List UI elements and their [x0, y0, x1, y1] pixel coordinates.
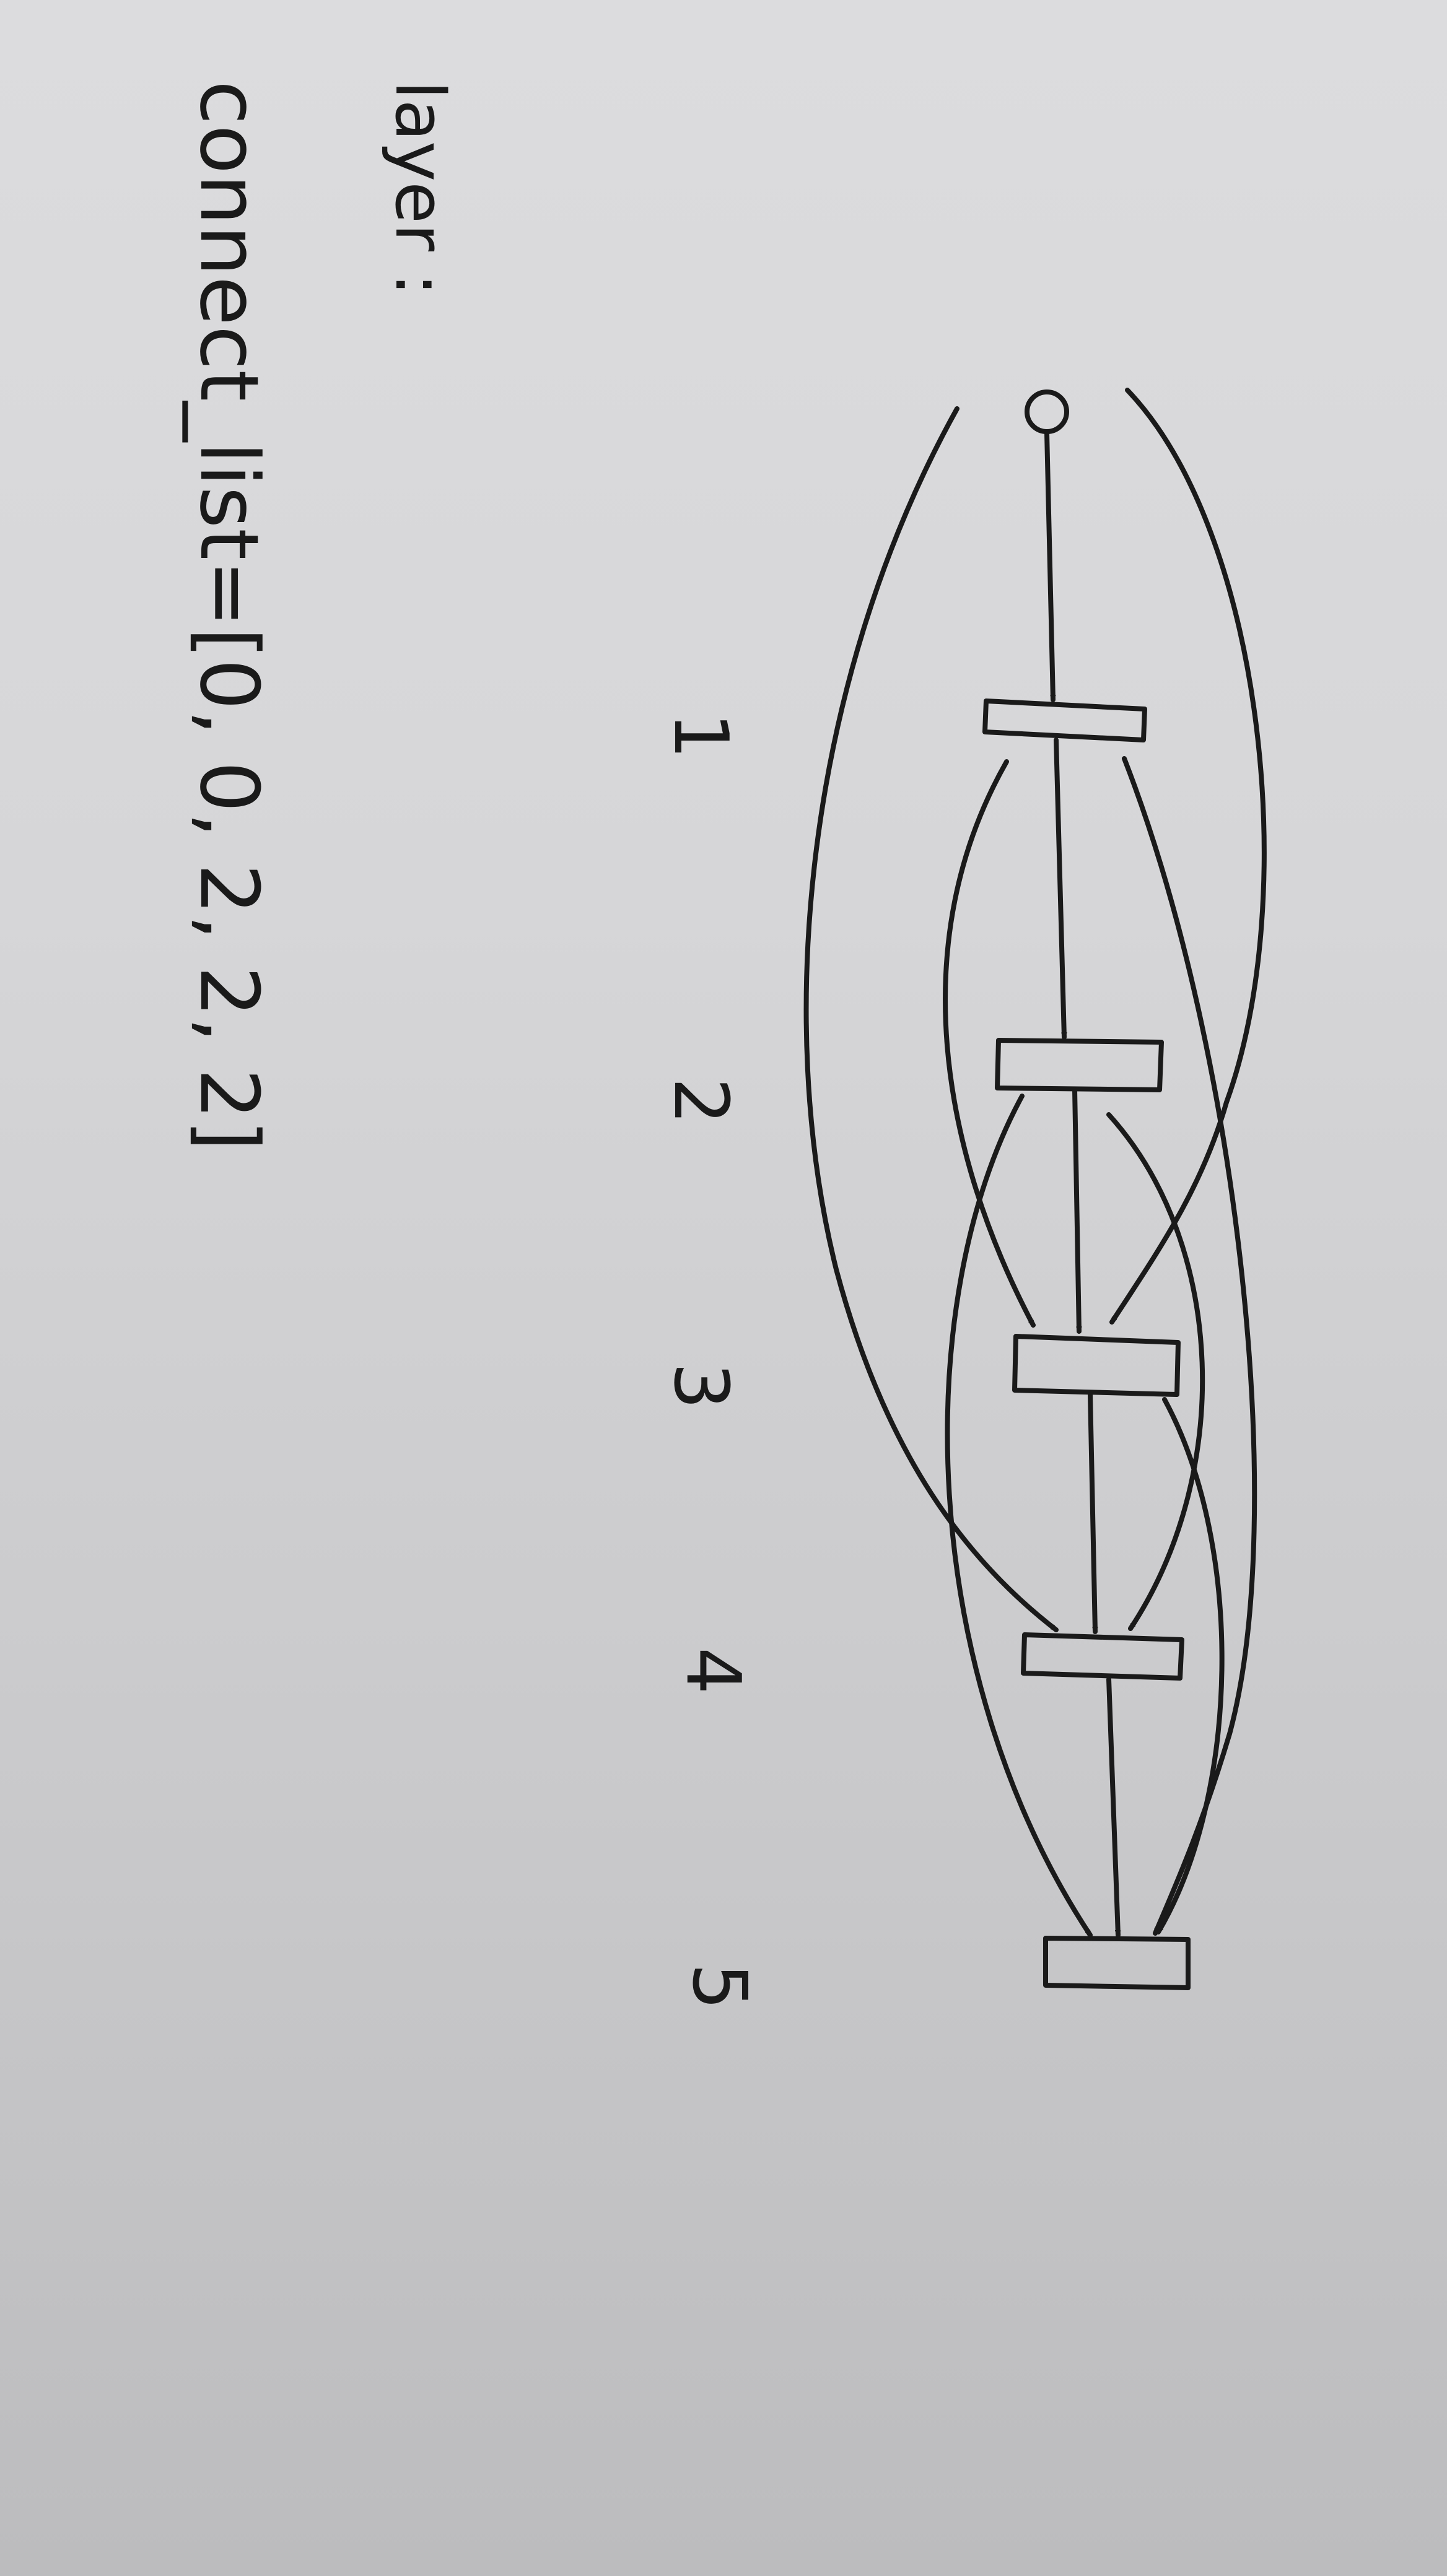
note-heading-group: layer :	[380, 80, 460, 296]
edge-2-to-4	[1106, 1112, 1205, 1631]
layer-label-4: 4	[670, 1647, 756, 1694]
chain-connections	[1044, 431, 1118, 1938]
skip-connections	[803, 388, 1267, 1938]
layer-labels: 1 2 3 4 5	[657, 712, 762, 2010]
layer-label-3: 3	[657, 1362, 743, 1409]
edge-4-to-5	[1106, 1677, 1118, 1938]
layer-boxes	[982, 698, 1191, 1990]
edge-1-to-3	[943, 759, 1036, 1328]
layer-label-2: 2	[657, 1077, 743, 1125]
edge-1-to-5	[1122, 756, 1257, 1936]
edge-input-to-3	[1109, 388, 1267, 1325]
edge-input-to-4	[803, 406, 1059, 1632]
layer-box-3	[1012, 1334, 1181, 1397]
layer-box-5	[1043, 1936, 1191, 1990]
layer-box-2	[995, 1038, 1164, 1092]
layer-box-4	[1021, 1632, 1184, 1681]
layer-box-1	[982, 698, 1147, 742]
edge-1-to-2	[1054, 738, 1064, 1040]
note-code-group: connect_list=[0, 0, 2, 2, 2]	[182, 80, 276, 1151]
edge-2-to-3	[1072, 1087, 1079, 1334]
edge-3-to-5	[1156, 1397, 1225, 1934]
layer-label-5: 5	[676, 1963, 762, 2010]
layer-label-1: 1	[657, 712, 743, 759]
note-heading: layer :	[380, 80, 460, 296]
edge-2-to-5	[945, 1094, 1093, 1938]
edge-input-to-1	[1044, 431, 1053, 702]
input-node	[1025, 389, 1069, 434]
edge-3-to-4	[1088, 1392, 1095, 1634]
note-code-line: connect_list=[0, 0, 2, 2, 2]	[182, 80, 276, 1151]
